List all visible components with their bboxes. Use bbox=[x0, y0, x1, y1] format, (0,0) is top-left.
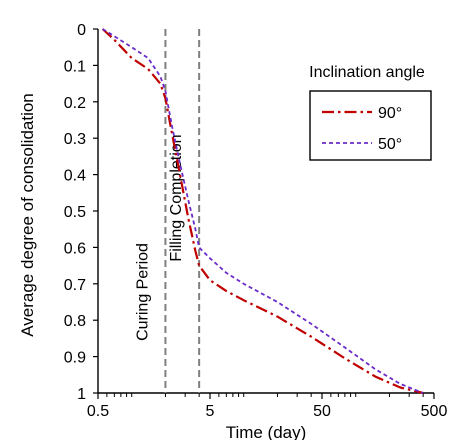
reference-line-label: Curing Period bbox=[134, 243, 151, 341]
axes: 00.10.20.30.40.50.60.70.80.910.5 5 50 500 bbox=[64, 22, 448, 420]
y-tick-label: 0 bbox=[77, 22, 86, 39]
x-axis-title: Time (day) bbox=[226, 423, 307, 440]
y-axis-title: Average degree of consolidation bbox=[18, 93, 37, 337]
series-line-50 bbox=[102, 28, 424, 394]
y-tick-label: 1 bbox=[77, 386, 86, 403]
x-tick-label: 5 bbox=[206, 403, 215, 420]
y-tick-label: 0.8 bbox=[64, 313, 86, 330]
y-tick-label: 0.4 bbox=[64, 168, 86, 185]
series-line-90 bbox=[101, 28, 424, 395]
y-tick-label: 0.6 bbox=[64, 240, 86, 257]
legend-entry-label: 90° bbox=[378, 105, 402, 122]
y-tick-label: 0.5 bbox=[64, 204, 86, 221]
legend-entry-label: 50° bbox=[378, 136, 402, 153]
y-tick-label: 0.2 bbox=[64, 95, 86, 112]
legend: Inclination angle 90° 50° bbox=[309, 64, 432, 161]
y-tick-label: 0.7 bbox=[64, 277, 86, 294]
y-tick-label: 0.9 bbox=[64, 350, 86, 367]
legend-box bbox=[309, 90, 432, 161]
x-tick-label: 500 bbox=[421, 403, 448, 420]
series-group bbox=[101, 28, 424, 395]
legend-title: Inclination angle bbox=[309, 64, 425, 81]
y-tick-label: 0.1 bbox=[64, 58, 86, 75]
y-tick-label: 0.3 bbox=[64, 131, 86, 148]
x-tick-label: 0.5 bbox=[87, 403, 109, 420]
x-tick-label: 50 bbox=[313, 403, 331, 420]
